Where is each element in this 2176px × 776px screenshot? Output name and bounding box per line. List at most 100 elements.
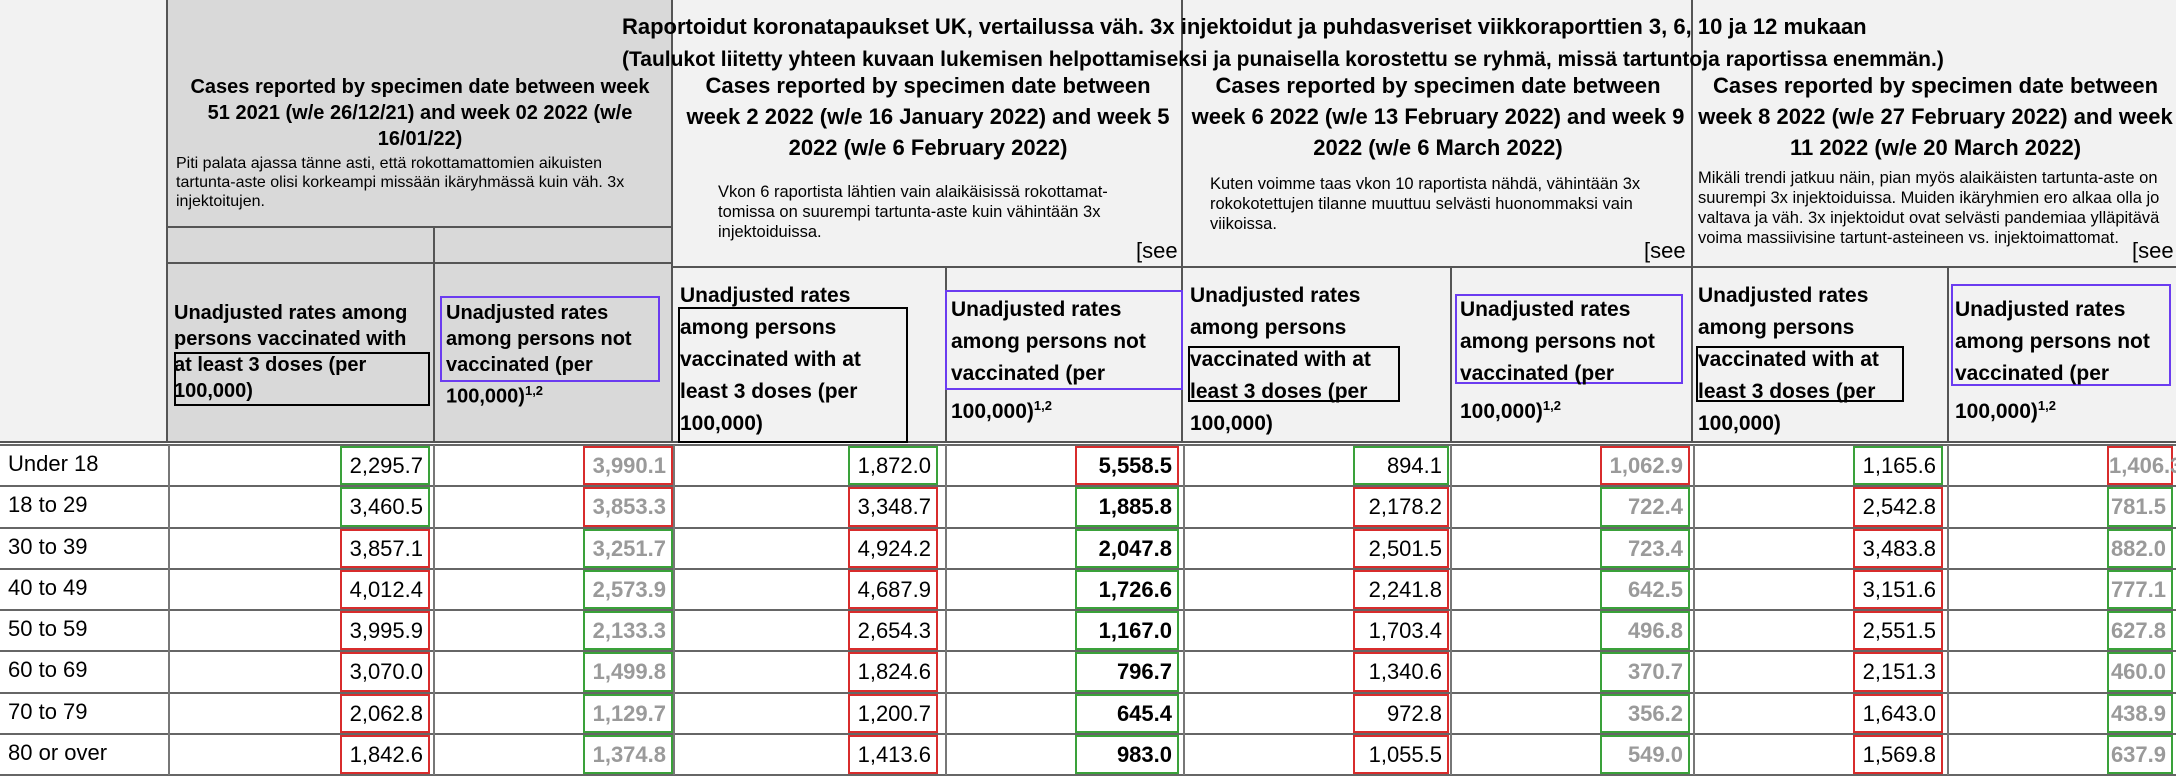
period-2-header xyxy=(1183,0,1693,443)
period-1-vaccinated-rate: 4,924.2 xyxy=(848,528,938,568)
period-2-vaccinated-rate: 972.8 xyxy=(1353,693,1449,733)
period-1-unvacc-header: Unadjusted rates among persons not vacci… xyxy=(951,294,1181,428)
period-1-unvaccinated-rate: 1,885.8 xyxy=(1075,487,1179,527)
period-2-unvaccinated-rate: 549.0 xyxy=(1600,734,1690,774)
period-3-unvacc-box xyxy=(1951,284,2171,386)
period-2-sup: 1,2 xyxy=(1542,398,1561,413)
period-0-note: Piti palata ajassa tänne asti, että roko… xyxy=(176,155,625,210)
period-3-unvaccinated-rate: 460.0 xyxy=(2107,652,2173,692)
period-3-title: Cases reported by specimen date between … xyxy=(1698,73,2173,160)
period-0-sup: 1,2 xyxy=(524,383,544,398)
period-0-unvaccinated-rate: 2,573.9 xyxy=(583,569,673,609)
period-2-vaccinated-rate: 894.1 xyxy=(1353,446,1449,486)
period-2-vaccinated-rate: 2,501.5 xyxy=(1353,528,1449,568)
period-2-unvaccinated-rate: 356.2 xyxy=(1600,693,1690,733)
period-0-see-row xyxy=(168,228,673,264)
period-3-vaccinated-rate: 2,542.8 xyxy=(1853,487,1943,527)
period-2-unvaccinated-rate: 642.5 xyxy=(1600,569,1690,609)
period-1-vaccinated-rate: 1,872.0 xyxy=(848,446,938,486)
period-0-vacc-header-text: Unadjusted rates among persons vaccinate… xyxy=(174,302,408,402)
age-group-label: 40 to 49 xyxy=(8,574,88,600)
period-3-unvaccinated-rate: 777.1 xyxy=(2107,569,2173,609)
period-3-vaccinated-rate: 3,151.6 xyxy=(1853,569,1943,609)
column-divider xyxy=(1947,445,1949,775)
period-1-title: Cases reported by specimen date between … xyxy=(686,73,1170,160)
period-2-unvaccinated-rate: 496.8 xyxy=(1600,611,1690,651)
period-1-sup: 1,2 xyxy=(1033,398,1052,413)
period-2-vaccinated-rate: 2,241.8 xyxy=(1353,569,1449,609)
age-group-label: 80 or over xyxy=(8,739,108,765)
period-0-vaccinated-rate: 2,295.7 xyxy=(340,446,430,486)
period-3-unvacc-header-text: Unadjusted rates among persons not vacci… xyxy=(1955,298,2150,423)
period-0-unvaccinated-rate: 3,990.1 xyxy=(583,446,673,486)
age-group-label: 30 to 39 xyxy=(8,533,88,559)
period-0-title: Cases reported by specimen date between … xyxy=(190,76,650,150)
age-group-label: 60 to 69 xyxy=(8,657,88,683)
period-2-unvacc-box xyxy=(1455,294,1683,384)
period-1-note: Vkon 6 raportista lähtien vain alaikäisi… xyxy=(718,183,1108,241)
period-3-vaccinated-rate: 2,551.5 xyxy=(1853,611,1943,651)
period-1-vaccinated-rate: 1,413.6 xyxy=(848,734,938,774)
corner-cell xyxy=(0,0,168,443)
period-3-unvacc-header: Unadjusted rates among persons not vacci… xyxy=(1955,294,2169,428)
period-3-unvaccinated-rate: 1,406.3 xyxy=(2107,446,2176,486)
period-3-unvaccinated-rate: 627.8 xyxy=(2107,611,2173,651)
period-1-unvaccinated-rate: 1,726.6 xyxy=(1075,569,1179,609)
period-0-vaccinated-rate: 3,460.5 xyxy=(340,487,430,527)
age-group-label: Under 18 xyxy=(8,451,99,476)
row-divider xyxy=(0,732,2176,735)
period-0-vaccinated-rate: 4,012.4 xyxy=(340,569,430,609)
column-divider xyxy=(168,445,170,775)
period-2-unvaccinated-rate: 1,062.9 xyxy=(1600,446,1690,486)
period-1-unvaccinated-rate: 5,558.5 xyxy=(1075,446,1179,486)
period-3-unvaccinated-rate: 438.9 xyxy=(2107,693,2173,733)
period-2-unvaccinated-rate: 722.4 xyxy=(1600,487,1690,527)
period-0-vaccinated-rate: 2,062.8 xyxy=(340,693,430,733)
period-0-unvacc-header: Unadjusted rates among persons not vacci… xyxy=(446,300,656,410)
period-2-note: Kuten voimme taas vkon 10 raportista näh… xyxy=(1210,175,1641,233)
column-divider xyxy=(945,445,947,775)
period-0-vaccinated-rate: 3,857.1 xyxy=(340,528,430,568)
row-divider xyxy=(0,691,2176,694)
period-1-vaccinated-rate: 3,348.7 xyxy=(848,487,938,527)
period-1-unvaccinated-rate: 645.4 xyxy=(1075,693,1179,733)
period-2-title: Cases reported by specimen date between … xyxy=(1191,73,1685,160)
row-divider xyxy=(0,609,2176,611)
period-1-unvaccinated-rate: 796.7 xyxy=(1075,652,1179,692)
period-1-see: [see xyxy=(1136,238,1178,263)
row-divider xyxy=(0,567,2176,570)
period-1-header xyxy=(673,0,1183,443)
period-0-unvaccinated-rate: 1,374.8 xyxy=(583,734,673,774)
period-1-vaccinated-rate: 2,654.3 xyxy=(848,611,938,651)
period-0-header xyxy=(168,0,673,228)
period-2-vacc-box xyxy=(1188,346,1400,402)
period-3-unvaccinated-rate: 781.5 xyxy=(2107,487,2173,527)
period-3-unvaccinated-rate: 637.9 xyxy=(2107,734,2173,774)
period-1-vaccinated-rate: 1,824.6 xyxy=(848,652,938,692)
period-0-vaccinated-rate: 3,070.0 xyxy=(340,652,430,692)
column-divider xyxy=(673,445,675,775)
row-divider xyxy=(0,650,2176,653)
period-1-unvaccinated-rate: 2,047.8 xyxy=(1075,528,1179,568)
row-divider xyxy=(0,485,2176,488)
period-1-vacc-header: Unadjusted rates among persons vaccinate… xyxy=(680,284,861,435)
period-3-vaccinated-rate: 1,165.6 xyxy=(1853,446,1943,486)
period-2-vaccinated-rate: 1,703.4 xyxy=(1353,611,1449,651)
period-2-unvacc-header-text: Unadjusted rates among persons not vacci… xyxy=(1460,298,1655,423)
row-divider xyxy=(0,526,2176,529)
period-2-vaccinated-rate: 2,178.2 xyxy=(1353,487,1449,527)
age-group-label: 70 to 79 xyxy=(8,698,88,724)
period-0-unvaccinated-rate: 3,251.7 xyxy=(583,528,673,568)
period-0-vaccinated-rate: 1,842.6 xyxy=(340,734,430,774)
period-3-vacc-header: Unadjusted rates among persons vaccinate… xyxy=(1698,284,1879,435)
period-2-unvaccinated-rate: 370.7 xyxy=(1600,652,1690,692)
period-3-unvaccinated-rate: 882.0 xyxy=(2107,528,2173,568)
period-3-vaccinated-rate: 1,643.0 xyxy=(1853,693,1943,733)
period-3-sup: 1,2 xyxy=(2037,398,2056,413)
column-divider xyxy=(1450,445,1452,775)
period-3-header xyxy=(1693,0,2176,443)
period-1-unvacc-box xyxy=(945,290,1183,390)
period-3-see: [see xyxy=(2132,238,2174,263)
column-divider xyxy=(1693,445,1695,775)
period-3-vaccinated-rate: 2,151.3 xyxy=(1853,652,1943,692)
